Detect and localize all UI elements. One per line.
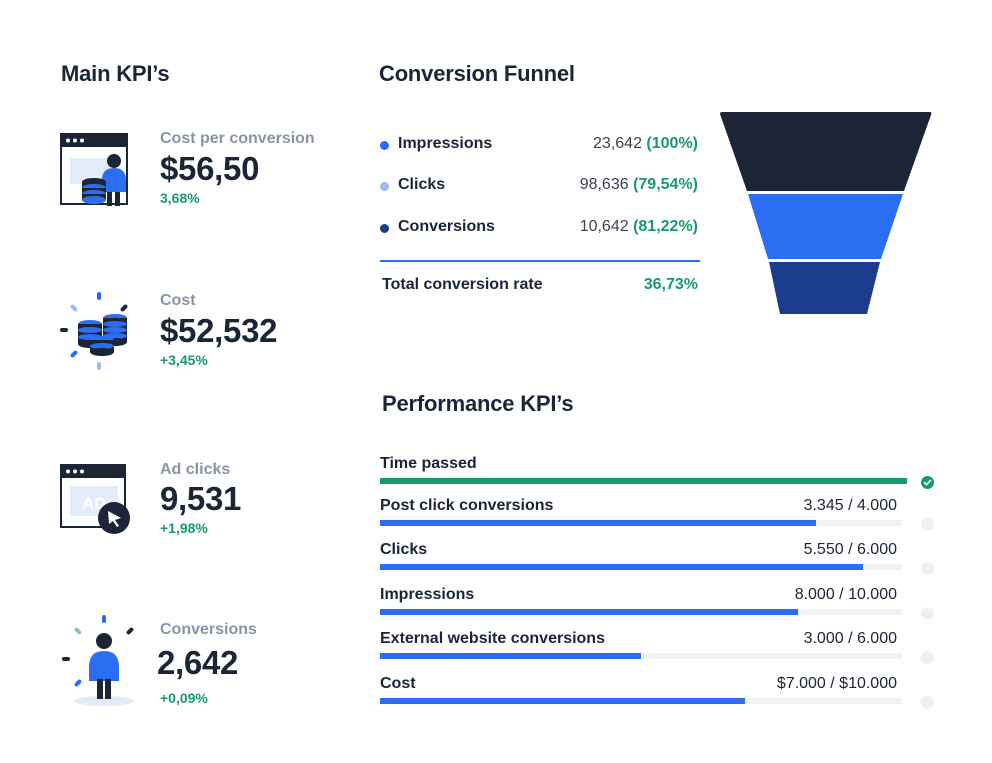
kpi-cost: Cost $52,532 +3,45%: [58, 292, 358, 402]
status-dot-icon: [921, 518, 934, 531]
kpi-value: $56,50: [160, 150, 260, 187]
kpi-delta: +1,98%: [160, 520, 208, 536]
progress-fill: [380, 564, 863, 570]
kpi-label: Ad clicks: [160, 461, 231, 478]
funnel-stage-clicks: [748, 194, 903, 259]
perf-row-impressions: Impressions 8.000 / 10.000: [380, 586, 940, 626]
funnel-chart: [720, 112, 932, 314]
funnel-divider: [380, 260, 700, 262]
funnel-label: Conversions: [398, 218, 495, 235]
perf-value: 3.000 / 6.000: [803, 630, 897, 647]
main-kpis-title: Main KPI’s: [61, 61, 170, 86]
status-dot-icon: [921, 651, 934, 664]
legend-dot-icon: [380, 182, 389, 191]
status-dot-icon: [921, 562, 934, 575]
kpi-ad-clicks: AD Ad clicks 9,531 +1,98%: [58, 460, 358, 570]
progress-fill: [380, 478, 907, 484]
funnel-label: Clicks: [398, 176, 446, 193]
kpi-value: $52,532: [160, 312, 278, 349]
perf-row-time-passed: Time passed: [380, 455, 940, 495]
perf-label: Time passed: [380, 455, 477, 472]
progress-track: [380, 698, 902, 704]
perf-row-clicks: Clicks 5.550 / 6.000: [380, 541, 940, 581]
kpi-delta: +0,09%: [160, 690, 208, 706]
legend-dot-icon: [380, 141, 389, 150]
kpi-delta: 3,68%: [160, 190, 200, 206]
funnel-value: 98,636 (79,54%): [579, 176, 698, 193]
perf-label: Clicks: [380, 541, 428, 558]
kpi-label: Cost per conversion: [160, 130, 315, 147]
browser-person-coins-icon: [58, 130, 138, 220]
status-dot-icon: [921, 607, 934, 620]
funnel-label: Impressions: [398, 135, 493, 152]
perf-label: Post click conversions: [380, 497, 554, 514]
performance-kpis-title: Performance KPI’s: [382, 391, 574, 416]
kpi-delta: +3,45%: [160, 352, 208, 368]
kpi-label: Cost: [160, 292, 196, 309]
legend-dot-icon: [380, 224, 389, 233]
total-conversion-label: Total conversion rate: [382, 276, 543, 293]
progress-fill: [380, 698, 746, 704]
progress-fill: [380, 520, 817, 526]
funnel-row-clicks: Clicks 98,636 (79,54%): [380, 175, 698, 197]
total-conversion-value: 36,73%: [643, 276, 698, 293]
check-icon: [921, 476, 934, 489]
perf-row-post-click-conversions: Post click conversions 3.345 / 4.000: [380, 497, 940, 537]
progress-track: [380, 520, 902, 526]
funnel-stage-conversions: [769, 262, 880, 314]
status-dot-icon: [921, 696, 934, 709]
progress-fill: [380, 653, 641, 659]
perf-row-external-website-conversions: External website conversions 3.000 / 6.0…: [380, 630, 940, 670]
progress-track: [380, 478, 907, 484]
kpi-value: 2,642: [157, 644, 239, 681]
kpi-conversions: Conversions 2,642 +0,09%: [58, 615, 358, 725]
progress-fill: [380, 609, 798, 615]
ad-click-cursor-icon: AD: [58, 460, 138, 550]
perf-value: 5.550 / 6.000: [803, 541, 897, 558]
person-sparkle-icon: [58, 615, 138, 706]
perf-row-cost: Cost $7.000 / $10.000: [380, 675, 940, 715]
ad-badge-text: AD: [82, 494, 107, 513]
kpi-label: Conversions: [160, 621, 257, 638]
perf-label: Impressions: [380, 586, 475, 603]
progress-track: [380, 653, 902, 659]
conversion-funnel-title: Conversion Funnel: [379, 61, 575, 86]
funnel-value: 23,642 (100%): [593, 135, 698, 152]
perf-label: External website conversions: [380, 630, 605, 647]
coins-stack-icon: [58, 292, 138, 382]
progress-track: [380, 609, 902, 615]
total-conversion-rate: Total conversion rate 36,73%: [382, 276, 698, 298]
perf-label: Cost: [380, 675, 416, 692]
funnel-row-conversions: Conversions 10,642 (81,22%): [380, 217, 698, 239]
kpi-value: 9,531: [160, 480, 242, 517]
perf-value: 3.345 / 4.000: [803, 497, 897, 514]
funnel-value: 10,642 (81,22%): [579, 218, 698, 235]
kpi-cost-per-conversion: Cost per conversion $56,50 3,68%: [58, 130, 358, 240]
funnel-stage-impressions: [720, 112, 932, 191]
perf-value: 8.000 / 10.000: [794, 586, 897, 603]
perf-value: $7.000 / $10.000: [776, 675, 897, 692]
progress-track: [380, 564, 902, 570]
funnel-row-impressions: Impressions 23,642 (100%): [380, 134, 698, 156]
